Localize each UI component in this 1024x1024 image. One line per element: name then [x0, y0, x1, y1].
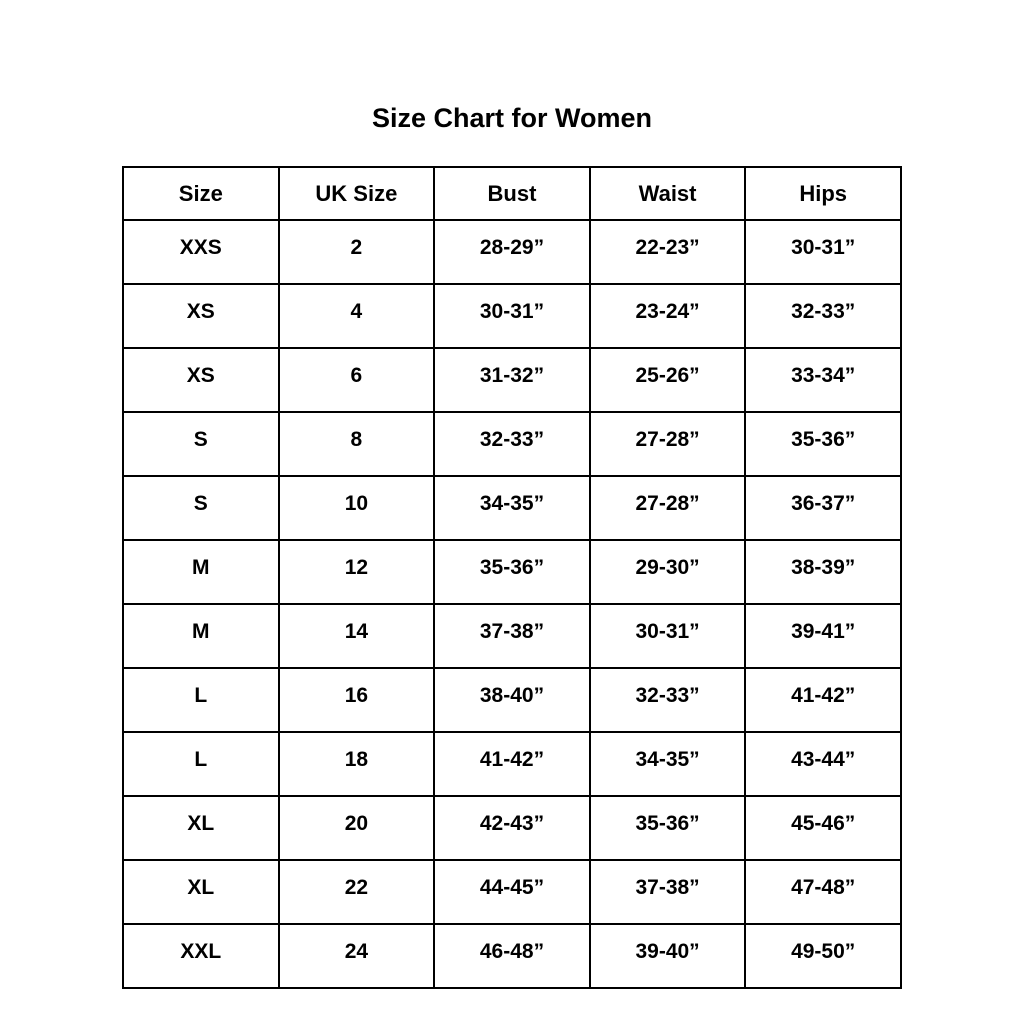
table-cell-waist: 22-23” [588, 219, 747, 285]
table-body: XXS 2 28-29” 22-23” 30-31” XS 4 30-31” 23-24” 32-… [122, 219, 902, 989]
table-cell-hips: 33-34” [744, 347, 902, 413]
table-cell-bust: 28-29” [433, 219, 591, 285]
table-cell-bust: 31-32” [433, 347, 591, 413]
table-row: L 16 38-40” 32-33” 41-42” [122, 667, 902, 733]
table-cell-size: XS [122, 283, 280, 349]
table-row: S 10 34-35” 27-28” 36-37” [122, 475, 902, 541]
table-cell-waist: 23-24” [588, 283, 747, 349]
table-cell-uk-size: 4 [277, 283, 436, 349]
table-row: S 8 32-33” 27-28” 35-36” [122, 411, 902, 477]
page-title: Size Chart for Women [371, 103, 653, 133]
header-row: Size UK Size Bust Waist Hips [122, 166, 902, 221]
table-cell-waist: 39-40” [588, 923, 747, 989]
column-header-bust: Bust [433, 166, 591, 221]
table-cell-bust: 38-40” [433, 667, 591, 733]
table-cell-bust: 35-36” [433, 539, 591, 605]
table-cell-size: XS [122, 347, 280, 413]
table-cell-uk-size: 6 [277, 347, 436, 413]
table-cell-size: XL [122, 795, 280, 861]
table-cell-hips: 41-42” [744, 667, 902, 733]
table-cell-waist: 35-36” [588, 795, 747, 861]
table-cell-uk-size: 2 [277, 219, 436, 285]
table-cell-waist: 32-33” [588, 667, 747, 733]
table-cell-bust: 44-45” [433, 859, 591, 925]
table-cell-size: L [122, 731, 280, 797]
table-cell-bust: 42-43” [433, 795, 591, 861]
table-cell-uk-size: 22 [277, 859, 436, 925]
table-cell-uk-size: 24 [277, 923, 436, 989]
table-cell-uk-size: 16 [277, 667, 436, 733]
table-cell-size: S [122, 411, 280, 477]
table-row: XXL 24 46-48” 39-40” 49-50” [122, 923, 902, 989]
table-row: M 12 35-36” 29-30” 38-39” [122, 539, 902, 605]
table-cell-waist: 27-28” [588, 411, 747, 477]
table-cell-size: S [122, 475, 280, 541]
table-cell-hips: 39-41” [744, 603, 902, 669]
table-cell-hips: 49-50” [744, 923, 902, 989]
table-row: XS 6 31-32” 25-26” 33-34” [122, 347, 902, 413]
table-cell-hips: 35-36” [744, 411, 902, 477]
column-header-uk-size: UK Size [277, 166, 436, 221]
column-header-size: Size [122, 166, 280, 221]
table-row: XL 22 44-45” 37-38” 47-48” [122, 859, 902, 925]
table-cell-size: XXL [122, 923, 280, 989]
table-cell-bust: 34-35” [433, 475, 591, 541]
table-cell-uk-size: 12 [277, 539, 436, 605]
table-cell-size: M [122, 539, 280, 605]
table-cell-waist: 34-35” [588, 731, 747, 797]
table-row: M 14 37-38” 30-31” 39-41” [122, 603, 902, 669]
table-cell-size: M [122, 603, 280, 669]
table-cell-uk-size: 18 [277, 731, 436, 797]
table-cell-hips: 30-31” [744, 219, 902, 285]
column-header-hips: Hips [744, 166, 902, 221]
table-cell-uk-size: 8 [277, 411, 436, 477]
table-cell-size: L [122, 667, 280, 733]
table-cell-waist: 29-30” [588, 539, 747, 605]
table-row: L 18 41-42” 34-35” 43-44” [122, 731, 902, 797]
table-cell-bust: 30-31” [433, 283, 591, 349]
table-cell-bust: 46-48” [433, 923, 591, 989]
table-row: XS 4 30-31” 23-24” 32-33” [122, 283, 902, 349]
table-cell-waist: 25-26” [588, 347, 747, 413]
table-cell-hips: 43-44” [744, 731, 902, 797]
table-cell-hips: 45-46” [744, 795, 902, 861]
table-cell-bust: 32-33” [433, 411, 591, 477]
table-cell-hips: 47-48” [744, 859, 902, 925]
table-cell-bust: 41-42” [433, 731, 591, 797]
table-cell-hips: 32-33” [744, 283, 902, 349]
table-row: XL 20 42-43” 35-36” 45-46” [122, 795, 902, 861]
table-cell-size: XXS [122, 219, 280, 285]
table-cell-hips: 36-37” [744, 475, 902, 541]
table-row: XXS 2 28-29” 22-23” 30-31” [122, 219, 902, 285]
table-cell-uk-size: 14 [277, 603, 436, 669]
table-cell-size: XL [122, 859, 280, 925]
table-cell-waist: 27-28” [588, 475, 747, 541]
table-cell-waist: 37-38” [588, 859, 747, 925]
table-cell-uk-size: 10 [277, 475, 436, 541]
column-header-waist: Waist [588, 166, 747, 221]
table-cell-uk-size: 20 [277, 795, 436, 861]
table-cell-bust: 37-38” [433, 603, 591, 669]
table-cell-hips: 38-39” [744, 539, 902, 605]
table-cell-waist: 30-31” [588, 603, 747, 669]
size-chart-table: Size UK Size Bust Waist Hips XXS 2 28-29” 2… [122, 166, 902, 989]
table-header: Size UK Size Bust Waist Hips [122, 166, 902, 221]
